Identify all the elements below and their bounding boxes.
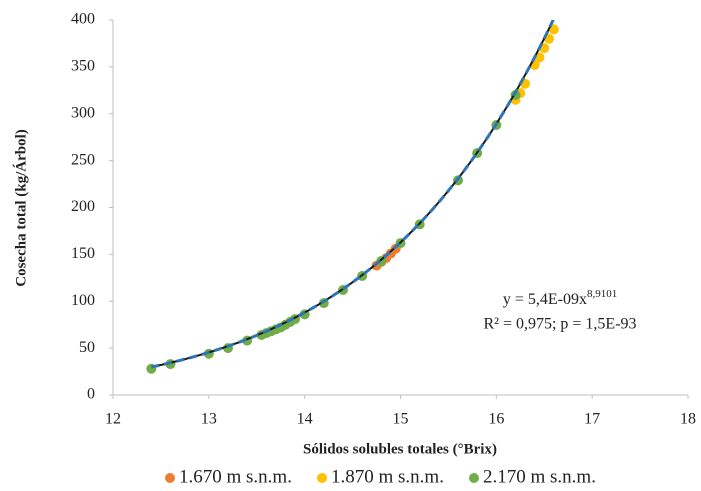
y-tick-label: 150 <box>71 245 95 262</box>
legend-label: 1.670 m s.n.m. <box>179 466 292 487</box>
x-tick-label: 15 <box>393 411 409 428</box>
equation: y = 5,4E-09x <box>503 291 587 308</box>
x-tick-label: 18 <box>680 411 696 428</box>
y-tick-label: 400 <box>71 11 95 28</box>
legend-marker <box>469 473 479 483</box>
y-tick-label: 250 <box>71 151 95 168</box>
trendline <box>151 20 555 369</box>
y-tick-label: 300 <box>71 104 95 121</box>
trend-equation: y = 5,4E-09x8,9101 <box>503 288 617 308</box>
x-tick-label: 13 <box>201 411 217 428</box>
legend-label: 1.870 m s.n.m. <box>331 466 444 487</box>
legend-label: 2.170 m s.n.m. <box>483 466 596 487</box>
y-tick-label: 350 <box>71 58 95 75</box>
y-tick-label: 50 <box>79 339 95 356</box>
legend-marker <box>317 473 327 483</box>
y-tick-label: 0 <box>87 386 95 403</box>
trend-stats: R² = 0,975; p = 1,5E-93 <box>483 316 636 333</box>
x-tick-label: 16 <box>488 411 504 428</box>
y-axis-title: Cosecha total (kg/Árbol) <box>12 129 29 287</box>
x-axis-title: Sólidos solubles totales (°Brix) <box>303 441 497 457</box>
legend-marker <box>165 473 175 483</box>
y-tick-label: 200 <box>71 198 95 215</box>
x-tick-label: 17 <box>584 411 600 428</box>
x-tick-label: 14 <box>297 411 313 428</box>
equation-exponent: 8,9101 <box>587 288 617 300</box>
point <box>534 52 545 63</box>
y-tick-label: 100 <box>71 292 95 309</box>
x-tick-label: 12 <box>105 411 121 428</box>
